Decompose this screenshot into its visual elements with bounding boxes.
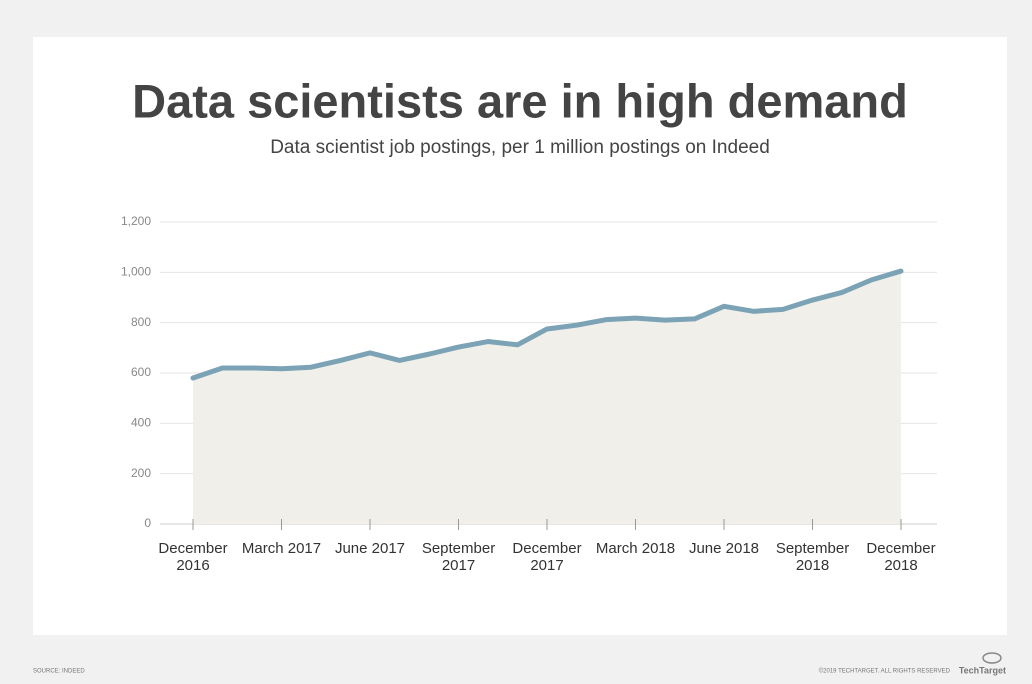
y-tick-label: 800 (131, 315, 151, 329)
y-tick-label: 600 (131, 365, 151, 379)
x-tick-label: December 2018 (866, 540, 936, 574)
source: SOURCE: INDEED (33, 669, 85, 675)
y-tick-label: 400 (131, 416, 151, 430)
x-tick-label: December 2016 (158, 540, 228, 574)
copyright: ©2019 TECHTARGET. ALL RIGHTS RESERVED (819, 668, 951, 675)
x-tick-label: June 2017 (334, 540, 406, 557)
x-tick-label: September 2018 (775, 540, 850, 574)
brand-logo: TechTarget (959, 665, 1006, 675)
x-tick-label: March 2017 (241, 540, 322, 557)
chart-subtitle: Data scientist job postings, per 1 milli… (270, 137, 770, 158)
line (190, 268, 904, 381)
x-tick-label: June 2018 (688, 540, 760, 557)
x-tick-label: December 2017 (512, 540, 582, 574)
y-tick-label: 1,000 (121, 265, 151, 279)
y-tick-label: 0 (144, 516, 151, 530)
y-tick-label: 200 (131, 466, 151, 480)
area (193, 271, 901, 524)
x-tick-label: September 2017 (421, 540, 496, 574)
y-tick-label: 1,200 (121, 214, 151, 228)
chart-title: Data scientists are in high demand (132, 74, 908, 127)
x-tick-label: March 2018 (595, 540, 676, 557)
logo-eye (982, 652, 1002, 664)
